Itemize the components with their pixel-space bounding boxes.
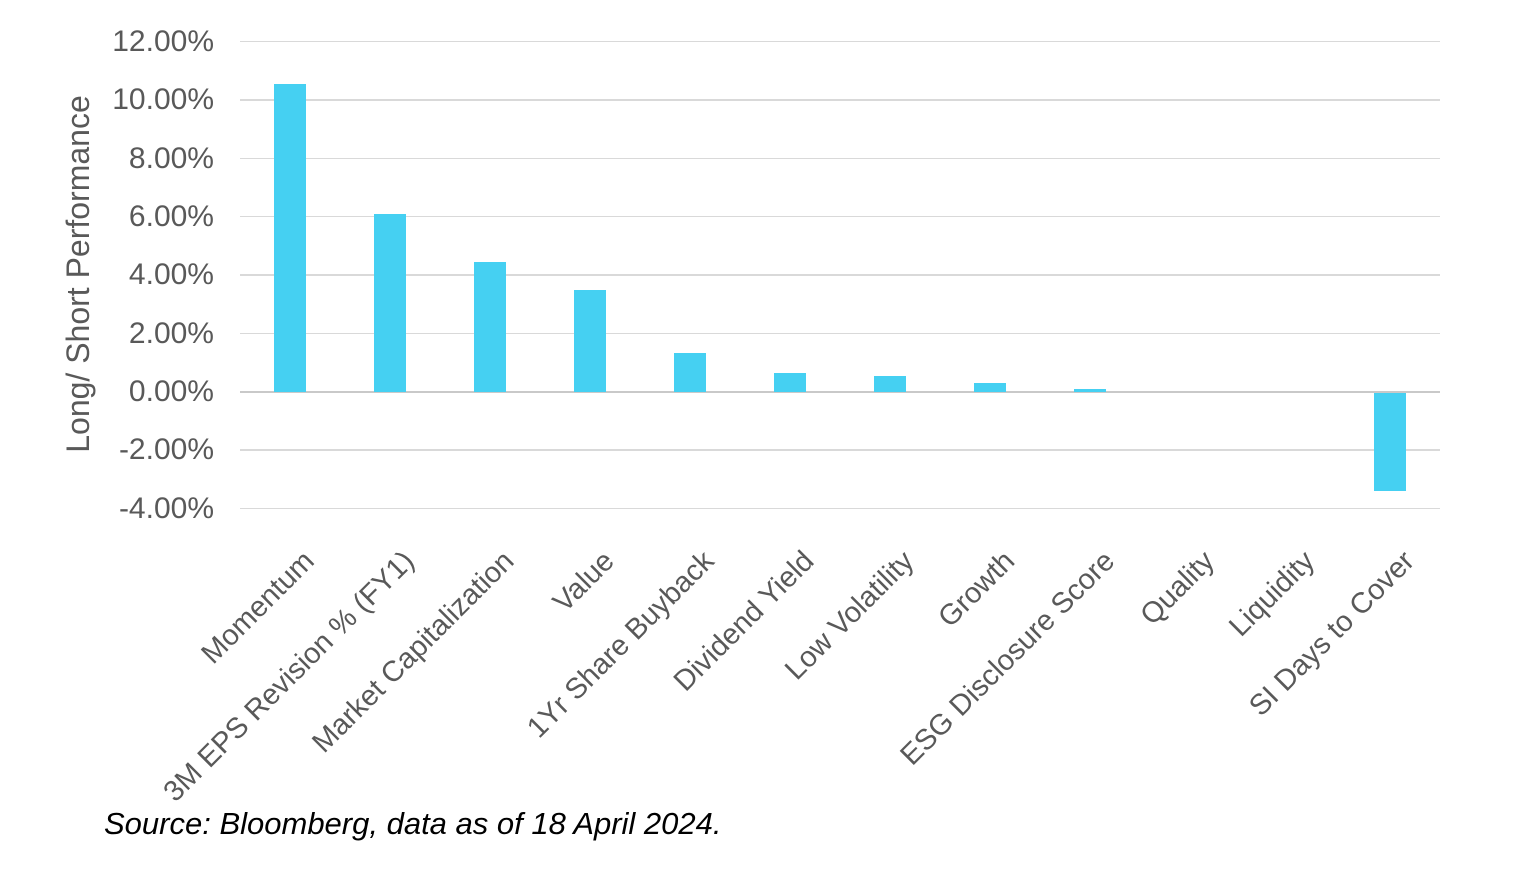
bar-1yr-share-buyback (674, 352, 706, 392)
gridline (240, 40, 1440, 43)
gridline (240, 449, 1440, 451)
bar-market-capitalization (474, 262, 506, 392)
x-category-label: Liquidity (1222, 545, 1321, 643)
x-category-label: Market Capitalization (306, 545, 521, 760)
x-axis-baseline (240, 391, 1440, 393)
bar-3m-eps-revision-fy1- (374, 214, 406, 392)
x-category-label: Value (547, 545, 621, 619)
gridline (240, 507, 1440, 510)
y-tick-label: 0.00% (128, 375, 214, 408)
x-category-label: Growth (931, 545, 1021, 634)
y-tick-label: 4.00% (128, 258, 214, 292)
gridline (240, 157, 1440, 160)
gridline (240, 274, 1440, 276)
y-tick-label: 10.00% (112, 83, 214, 117)
source-note: Source: Bloomberg, data as of 18 April 2… (104, 806, 722, 841)
y-tick-label: 12.00% (112, 24, 214, 58)
y-tick-label: 2.00% (128, 316, 214, 350)
bar-esg-disclosure-score (1074, 389, 1106, 392)
bar-growth (974, 383, 1006, 392)
y-tick-label: -4.00% (118, 491, 214, 525)
gridline (240, 99, 1440, 101)
bar-si-days-to-cover (1374, 393, 1406, 491)
bar-low-volatility (874, 375, 906, 392)
y-tick-label: 6.00% (128, 199, 214, 233)
x-category-label: SI Days to Cover (1243, 545, 1421, 723)
bar-value (574, 289, 606, 392)
x-category-label: 1Yr Share Buyback (521, 545, 721, 745)
gridline (240, 215, 1440, 218)
bar-dividend-yield (774, 373, 806, 392)
bar-momentum (274, 84, 306, 392)
gridline (240, 332, 1440, 335)
x-category-label: Quality (1134, 545, 1221, 632)
y-tick-label: -2.00% (118, 433, 214, 467)
y-tick-label: 8.00% (128, 141, 214, 175)
